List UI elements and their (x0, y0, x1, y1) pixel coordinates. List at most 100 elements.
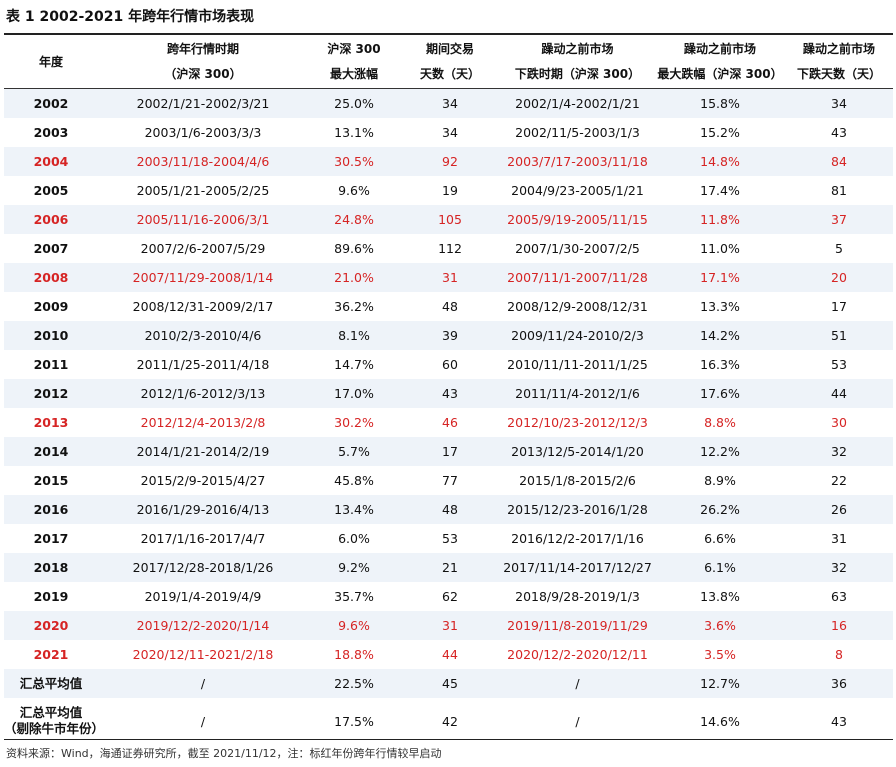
table-row: 2010 2010/2/3-2010/4/6 8.1% 39 2009/11/24-20… (4, 321, 893, 350)
cell-period: 2007/2/6-2007/5/29 (98, 234, 308, 263)
cell-drop: 14.8% (655, 147, 785, 176)
cell-gain: 35.7% (308, 582, 400, 611)
cell-pre-period: / (500, 669, 655, 698)
cell-gain: 9.2% (308, 553, 400, 582)
cell-summary-label: 汇总平均值 (4, 669, 98, 698)
header-drop-line: 最大跌幅（沪深 300） (657, 67, 783, 81)
cell-drop-days: 53 (785, 350, 893, 379)
cell-period: 2012/1/6-2012/3/13 (98, 379, 308, 408)
cell-drop-days: 22 (785, 466, 893, 495)
cell-pre-period: 2007/1/30-2007/2/5 (500, 234, 655, 263)
cell-pre-period: 2012/10/23-2012/12/3 (500, 408, 655, 437)
cell-gain: 30.5% (308, 147, 400, 176)
cell-drop-days: 32 (785, 437, 893, 466)
cell-gain: 36.2% (308, 292, 400, 321)
cell-period: 2005/11/16-2006/3/1 (98, 205, 308, 234)
cell-gain: 89.6% (308, 234, 400, 263)
cell-pre-period: 2011/11/4-2012/1/6 (500, 379, 655, 408)
cell-year: 2005 (4, 176, 98, 205)
cell-days: 60 (400, 350, 500, 379)
cell-period: 2019/1/4-2019/4/9 (98, 582, 308, 611)
cell-pre-period: 2019/11/8-2019/11/29 (500, 611, 655, 640)
cell-gain: 25.0% (308, 88, 400, 118)
cell-days: 48 (400, 292, 500, 321)
cell-drop-days: 17 (785, 292, 893, 321)
summary-row: 汇总平均值/22.5% 45/12.7% 36 (4, 669, 893, 698)
summary-label-line: 汇总平均值 (19, 705, 83, 720)
table-row: 2007 2007/2/6-2007/5/29 89.6% 112 2007/1/30-… (4, 234, 893, 263)
cell-year: 2007 (4, 234, 98, 263)
header-period-line: 跨年行情时期 (166, 42, 239, 56)
cell-days: 62 (400, 582, 500, 611)
header-period: 跨年行情时期 （沪深 300） (98, 36, 308, 89)
cell-gain: 13.1% (308, 118, 400, 147)
table-row: 2002 2002/1/21-2002/3/21 25.0% 34 2002/1/4-2… (4, 88, 893, 118)
cell-period: 2015/2/9-2015/4/27 (98, 466, 308, 495)
cell-days: 53 (400, 524, 500, 553)
cell-period: 2010/2/3-2010/4/6 (98, 321, 308, 350)
cell-gain: 13.4% (308, 495, 400, 524)
table-body: 2002 2002/1/21-2002/3/21 25.0% 34 2002/1/4-2… (4, 88, 893, 744)
header-period-line: （沪深 300） (164, 67, 242, 81)
cell-year: 2010 (4, 321, 98, 350)
cell-drop: 6.6% (655, 524, 785, 553)
cell-year: 2003 (4, 118, 98, 147)
cell-drop-days: 34 (785, 88, 893, 118)
cell-period: 2008/12/31-2009/2/17 (98, 292, 308, 321)
cell-days: 77 (400, 466, 500, 495)
cell-drop-days: 63 (785, 582, 893, 611)
cell-pre-period: 2016/12/2-2017/1/16 (500, 524, 655, 553)
cell-drop-days: 43 (785, 118, 893, 147)
table-row: 2016 2016/1/29-2016/4/13 13.4% 48 2015/12/23… (4, 495, 893, 524)
cell-period: 2002/1/21-2002/3/21 (98, 88, 308, 118)
top-rule (4, 33, 893, 35)
cell-period: 2012/12/4-2013/2/8 (98, 408, 308, 437)
cell-year: 2019 (4, 582, 98, 611)
cell-days: 45 (400, 669, 500, 698)
cell-pre-period: 2009/11/24-2010/2/3 (500, 321, 655, 350)
cell-year: 2013 (4, 408, 98, 437)
cell-days: 44 (400, 640, 500, 669)
cell-year: 2012 (4, 379, 98, 408)
bottom-rule (4, 739, 893, 740)
cell-drop: 8.9% (655, 466, 785, 495)
cell-period: 2003/1/6-2003/3/3 (98, 118, 308, 147)
cell-period: 2011/1/25-2011/4/18 (98, 350, 308, 379)
cell-period: / (98, 698, 308, 744)
cell-days: 17 (400, 437, 500, 466)
cell-pre-period: 2018/9/28-2019/1/3 (500, 582, 655, 611)
header-row: 年度 跨年行情时期 （沪深 300） 沪深 300 最大涨幅 期间交易 天数（天） 躁动之前市… (4, 36, 893, 89)
cell-days: 34 (400, 88, 500, 118)
cell-pre-period: 2015/12/23-2016/1/28 (500, 495, 655, 524)
cell-days: 31 (400, 611, 500, 640)
cell-days: 112 (400, 234, 500, 263)
cell-pre-period: 2008/12/9-2008/12/31 (500, 292, 655, 321)
table-row: 2004 2003/11/18-2004/4/6 30.5% 92 2003/7/17-… (4, 147, 893, 176)
cell-gain: 18.8% (308, 640, 400, 669)
cell-summary-label: 汇总平均值 （剔除牛市年份） (4, 698, 105, 744)
cell-drop-days: 44 (785, 379, 893, 408)
cell-drop: 13.8% (655, 582, 785, 611)
cell-drop-days: 37 (785, 205, 893, 234)
cell-period: 2007/11/29-2008/1/14 (98, 263, 308, 292)
source-note: 资料来源：Wind，海通证券研究所，截至 2021/11/12，注：标红年份跨年… (6, 747, 442, 760)
cell-drop-days: 31 (785, 524, 893, 553)
cell-drop: 17.6% (655, 379, 785, 408)
cell-drop: 14.2% (655, 321, 785, 350)
table-row: 2014 2014/1/21-2014/2/19 5.7% 17 2013/12/5-2… (4, 437, 893, 466)
cell-year: 2015 (4, 466, 98, 495)
cell-year: 2006 (4, 205, 98, 234)
cell-gain: 8.1% (308, 321, 400, 350)
cell-gain: 17.0% (308, 379, 400, 408)
cell-year: 2016 (4, 495, 98, 524)
cell-drop-days: 20 (785, 263, 893, 292)
summary-label-line: （剔除牛市年份） (4, 721, 105, 736)
cell-pre-period: 2002/1/4-2002/1/21 (500, 88, 655, 118)
cell-days: 31 (400, 263, 500, 292)
summary-row: 汇总平均值 （剔除牛市年份）/17.5% 42/14.6% 43 (4, 698, 893, 744)
cell-gain: 30.2% (308, 408, 400, 437)
cell-pre-period: 2010/11/11-2011/1/25 (500, 350, 655, 379)
cell-drop: 26.2% (655, 495, 785, 524)
cell-gain: 24.8% (308, 205, 400, 234)
cell-pre-period: 2015/1/8-2015/2/6 (500, 466, 655, 495)
